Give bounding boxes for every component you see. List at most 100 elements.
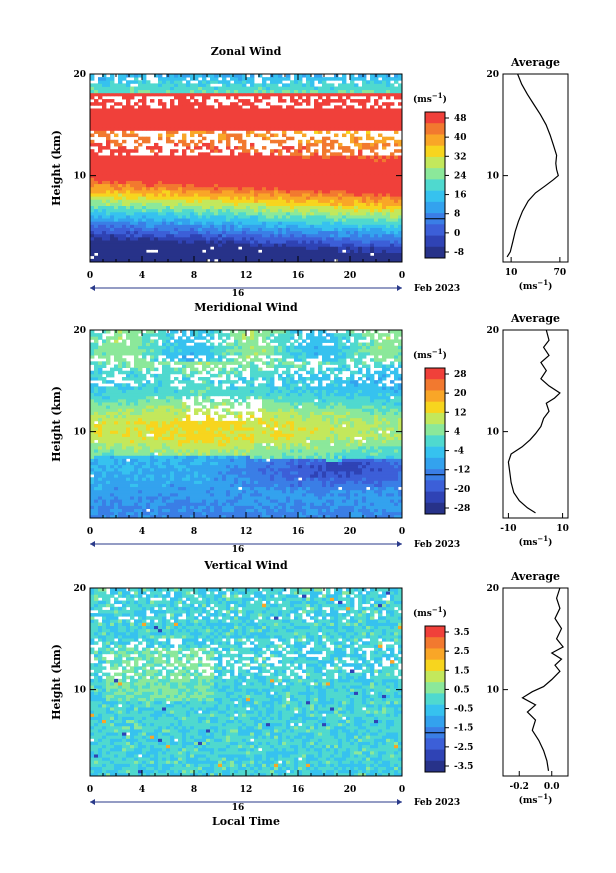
heatmap-cell: [194, 231, 198, 235]
heatmap-cell: [158, 502, 162, 506]
heatmap-cell: [122, 165, 126, 169]
heatmap-cell: [346, 149, 350, 153]
heatmap-cell: [146, 499, 150, 503]
heatmap-cell: [146, 243, 150, 247]
heatmap-cell: [154, 496, 158, 500]
heatmap-cell: [218, 496, 222, 500]
heatmap-cell: [142, 215, 146, 219]
heatmap-cell: [342, 212, 346, 216]
heatmap-cell: [206, 124, 210, 128]
heatmap-cell: [126, 177, 130, 181]
heatmap-cell: [130, 496, 134, 500]
heatmap-cell: [346, 177, 350, 181]
heatmap-cell: [230, 193, 234, 197]
heatmap-cell: [194, 509, 198, 513]
colorbar-label: 8: [454, 210, 460, 220]
heatmap-cell: [242, 505, 246, 509]
heatmap-cell: [182, 243, 186, 247]
heatmap-cell: [222, 487, 226, 491]
heatmap-cell: [106, 87, 110, 91]
heatmap-cell: [178, 505, 182, 509]
heatmap-cell: [186, 505, 190, 509]
heatmap-cell: [98, 505, 102, 509]
heatmap-cell: [302, 177, 306, 181]
heatmap-cell: [182, 212, 186, 216]
heatmap-cell: [122, 202, 126, 206]
heatmap-cell: [194, 74, 198, 78]
heatmap-cell: [194, 118, 198, 122]
heatmap-cell: [382, 193, 386, 197]
heatmap-cell: [166, 112, 170, 116]
heatmap-cell: [370, 490, 374, 494]
heatmap-cell: [214, 209, 218, 213]
colorbar-swatch: [425, 191, 445, 203]
heatmap-cell: [90, 243, 94, 247]
heatmap-cell: [146, 105, 150, 109]
heatmap-cell: [294, 231, 298, 235]
heatmap-cell: [318, 209, 322, 213]
heatmap-cell: [214, 90, 218, 94]
heatmap-cell: [322, 121, 326, 125]
heatmap-cell: [174, 162, 178, 166]
heatmap-cell: [194, 102, 198, 106]
heatmap-cell: [254, 134, 258, 138]
heatmap-cell: [198, 206, 202, 210]
heatmap-cell: [90, 90, 94, 94]
heatmap-cell: [186, 87, 190, 91]
heatmap-cell: [178, 174, 182, 178]
heatmap-cell: [154, 202, 158, 206]
heatmap-cell: [110, 493, 114, 497]
heatmap-cell: [218, 134, 222, 138]
heatmap-cell: [330, 246, 334, 250]
heatmap-cell: [350, 87, 354, 91]
heatmap-cell: [166, 77, 170, 81]
heatmap-cell: [130, 177, 134, 181]
heatmap-cell: [262, 121, 266, 125]
heatmap-cell: [210, 509, 214, 513]
heatmap-cell: [374, 143, 378, 147]
heatmap-cell: [106, 199, 110, 203]
heatmap-cell: [178, 202, 182, 206]
heatmap-cell: [158, 77, 162, 81]
heatmap-cell: [102, 231, 106, 235]
heatmap-cell: [114, 155, 118, 159]
heatmap-cell: [90, 187, 94, 191]
heatmap-cell: [310, 127, 314, 131]
heatmap-cell: [258, 118, 262, 122]
heatmap-cell: [374, 171, 378, 175]
heatmap-cell: [150, 121, 154, 125]
heatmap-cell: [142, 74, 146, 78]
heatmap-cell: [266, 162, 270, 166]
heatmap-cell: [334, 505, 338, 509]
heatmap-cell: [318, 118, 322, 122]
heatmap-cell: [106, 134, 110, 138]
heatmap-cell: [350, 249, 354, 253]
heatmap-cell: [302, 206, 306, 210]
heatmap-cell: [386, 231, 390, 235]
heatmap-cell: [214, 193, 218, 197]
heatmap-cell: [286, 171, 290, 175]
heatmap-cell: [186, 256, 190, 260]
heatmap-cell: [382, 146, 386, 150]
heatmap-cell: [290, 505, 294, 509]
heatmap-cell: [194, 212, 198, 216]
heatmap-cell: [350, 224, 354, 228]
heatmap-cell: [274, 87, 278, 91]
heatmap-cell: [378, 181, 382, 185]
heatmap-cell: [198, 181, 202, 185]
heatmap-cell: [262, 177, 266, 181]
heatmap-cell: [346, 121, 350, 125]
heatmap-cell: [314, 121, 318, 125]
heatmap-cell: [194, 181, 198, 185]
heatmap-cell: [310, 77, 314, 81]
heatmap-cell: [110, 496, 114, 500]
heatmap-cell: [266, 159, 270, 163]
heatmap-cell: [246, 108, 250, 112]
heatmap-cell: [318, 212, 322, 216]
heatmap-cell: [286, 215, 290, 219]
heatmap-cell: [250, 202, 254, 206]
heatmap-cell: [178, 124, 182, 128]
heatmap-cell: [270, 118, 274, 122]
heatmap-cell: [186, 99, 190, 103]
heatmap-cell: [142, 206, 146, 210]
